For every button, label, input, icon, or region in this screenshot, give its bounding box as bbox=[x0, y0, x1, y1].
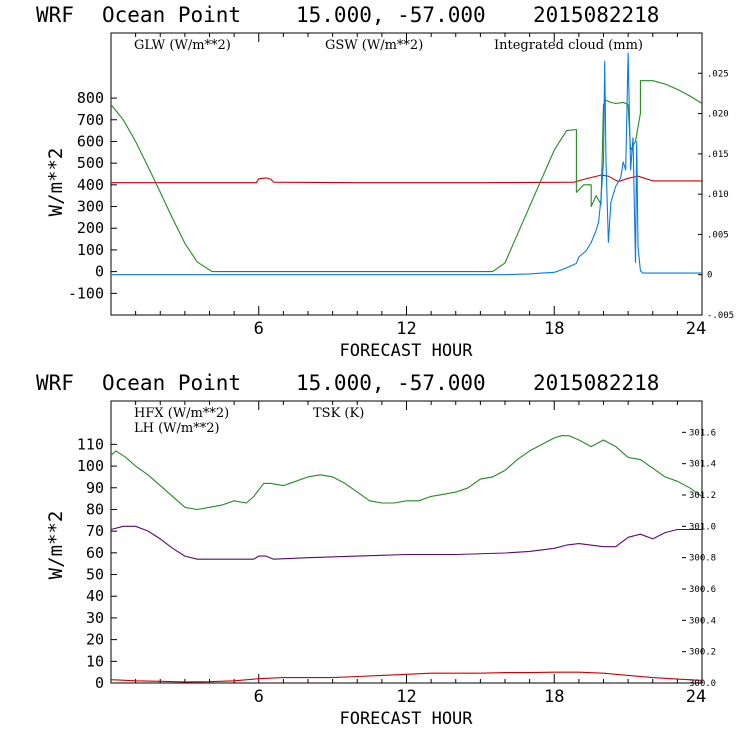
panel-radiation: WRF Ocean Point 15.000, -57.000 20150822… bbox=[36, 3, 734, 361]
legend-glw: GLW (W/m**2) bbox=[134, 38, 231, 53]
y-tick-label: 0 bbox=[95, 263, 104, 281]
y2-tick-label: 301.2 bbox=[689, 491, 716, 501]
series-line-hfx bbox=[110, 671, 703, 683]
series-line-cloud bbox=[111, 52, 702, 276]
y-axis-right-labels: .025 .020 .015 .010 .005 0 -.005 bbox=[707, 69, 734, 321]
axis-ticks bbox=[111, 33, 702, 316]
title-init-time: 2015082218 bbox=[533, 3, 659, 27]
y2-tick-label: .020 bbox=[707, 110, 729, 120]
y-axis-left-labels: 110 100 90 80 70 60 50 40 30 20 10 0 bbox=[77, 435, 104, 692]
y-axis-left-labels: 800 700 600 500 400 300 200 100 0 -100 bbox=[68, 89, 104, 302]
y2-tick-label: .005 bbox=[707, 230, 729, 240]
x-tick-label: 24 bbox=[686, 687, 706, 707]
y-tick-label: 800 bbox=[77, 89, 104, 107]
legend: HFX (W/m**2) LH (W/m**2) TSK (K) bbox=[134, 406, 364, 436]
y-axis-title: W/m**2 bbox=[45, 148, 67, 217]
y2-tick-label: 301.0 bbox=[689, 522, 716, 532]
y-tick-label: 10 bbox=[86, 652, 104, 670]
x-axis-labels: 6 12 18 24 bbox=[254, 687, 707, 707]
plot-frame bbox=[110, 400, 703, 684]
x-tick-label: 6 bbox=[254, 687, 264, 707]
y-tick-label: 60 bbox=[86, 544, 104, 562]
panel-radiation-title: WRF Ocean Point 15.000, -57.000 20150822… bbox=[36, 3, 659, 27]
x-tick-label: 18 bbox=[544, 687, 564, 707]
series-line-glw bbox=[111, 174, 702, 184]
title-location: Ocean Point bbox=[102, 3, 241, 27]
y2-tick-label: .010 bbox=[707, 190, 729, 200]
y-tick-label: 70 bbox=[86, 522, 104, 540]
legend-cloud: Integrated cloud (mm) bbox=[494, 38, 643, 53]
x-axis-title: FORECAST HOUR bbox=[339, 341, 473, 361]
series-line-lh bbox=[110, 435, 703, 511]
y-tick-label: 20 bbox=[86, 631, 104, 649]
y-tick-label: 400 bbox=[77, 176, 104, 194]
y2-tick-label: 301.6 bbox=[689, 428, 716, 438]
y-tick-label: 0 bbox=[95, 674, 104, 692]
y2-tick-label: -.005 bbox=[707, 311, 734, 321]
title-coordinates: 15.000, -57.000 bbox=[296, 3, 486, 27]
y2-tick-label: 300.4 bbox=[689, 616, 716, 626]
series-lines bbox=[110, 435, 703, 683]
legend-tsk: TSK (K) bbox=[313, 406, 364, 421]
series-line-tsk bbox=[110, 525, 702, 560]
legend-hfx: HFX (W/m**2) bbox=[134, 406, 229, 421]
y-tick-label: 110 bbox=[77, 435, 104, 453]
title-model: WRF bbox=[36, 371, 74, 395]
y2-tick-label: .025 bbox=[707, 69, 729, 79]
y-tick-label: -100 bbox=[68, 284, 104, 302]
x-axis-labels: 6 12 18 24 bbox=[254, 319, 707, 339]
y-axis-right-labels: 301.6 301.4 301.2 301.0 300.8 300.6 300.… bbox=[689, 428, 716, 689]
x-tick-label: 24 bbox=[686, 319, 706, 339]
x-tick-label: 18 bbox=[544, 319, 564, 339]
y-tick-label: 50 bbox=[86, 566, 104, 584]
y-tick-label: 100 bbox=[77, 241, 104, 259]
y-tick-label: 80 bbox=[86, 500, 104, 518]
title-init-time: 2015082218 bbox=[533, 371, 659, 395]
legend: GLW (W/m**2) GSW (W/m**2) Integrated clo… bbox=[134, 38, 643, 53]
title-location: Ocean Point bbox=[102, 371, 241, 395]
x-tick-label: 6 bbox=[254, 319, 264, 339]
series-lines bbox=[110, 52, 703, 276]
series-line-gsw bbox=[110, 80, 703, 273]
y-tick-label: 30 bbox=[86, 609, 104, 627]
y-tick-label: 100 bbox=[77, 457, 104, 475]
title-model: WRF bbox=[36, 3, 74, 27]
y2-tick-label: 300.8 bbox=[689, 554, 716, 564]
title-coordinates: 15.000, -57.000 bbox=[296, 371, 486, 395]
axis-ticks bbox=[111, 401, 686, 684]
y-tick-label: 600 bbox=[77, 132, 104, 150]
y2-tick-label: 301.4 bbox=[689, 460, 716, 470]
plot-frame bbox=[110, 32, 703, 316]
x-tick-label: 12 bbox=[396, 319, 416, 339]
y-tick-label: 90 bbox=[86, 479, 104, 497]
panel-fluxes-title: WRF Ocean Point 15.000, -57.000 20150822… bbox=[36, 371, 659, 395]
y-tick-label: 700 bbox=[77, 111, 104, 129]
x-axis-title: FORECAST HOUR bbox=[339, 709, 473, 729]
y-tick-label: 200 bbox=[77, 219, 104, 237]
y2-tick-label: .015 bbox=[707, 150, 729, 160]
y-tick-label: 40 bbox=[86, 587, 104, 605]
y2-tick-label: 300.0 bbox=[689, 679, 716, 689]
y-tick-label: 500 bbox=[77, 154, 104, 172]
y2-tick-label: 0 bbox=[707, 271, 712, 281]
y-tick-label: 300 bbox=[77, 198, 104, 216]
legend-lh: LH (W/m**2) bbox=[134, 421, 220, 436]
y2-tick-label: 300.2 bbox=[689, 648, 716, 658]
y2-tick-label: 300.6 bbox=[689, 585, 716, 595]
legend-gsw: GSW (W/m**2) bbox=[325, 38, 423, 53]
y-axis-title: W/m**2 bbox=[45, 511, 67, 580]
x-tick-label: 12 bbox=[396, 687, 416, 707]
panel-surface-fluxes: WRF Ocean Point 15.000, -57.000 20150822… bbox=[36, 371, 716, 729]
